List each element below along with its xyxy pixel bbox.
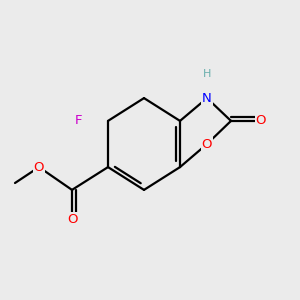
Text: F: F xyxy=(74,114,82,128)
Text: O: O xyxy=(202,137,212,151)
Text: O: O xyxy=(67,213,77,226)
Text: O: O xyxy=(34,160,44,174)
Text: N: N xyxy=(202,92,212,105)
Text: O: O xyxy=(256,114,266,128)
Text: H: H xyxy=(203,69,211,79)
